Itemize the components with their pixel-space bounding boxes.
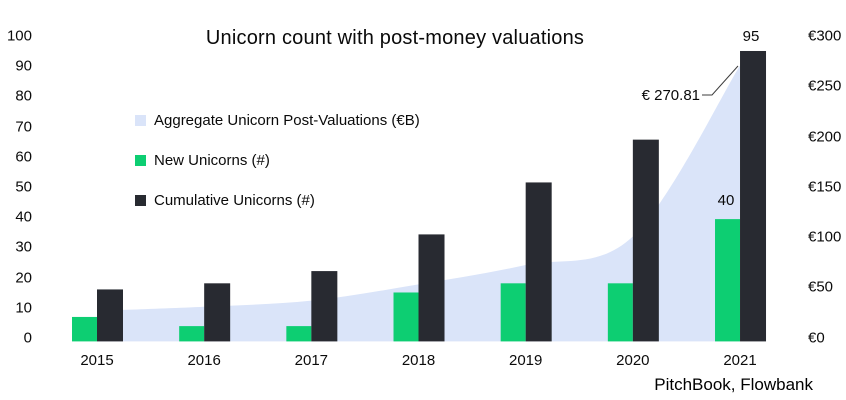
left-axis-tick-90: 90 xyxy=(15,57,32,75)
valuations-area-swatch-icon xyxy=(135,114,146,126)
x-axis-label-2021: 2021 xyxy=(723,352,757,369)
left-axis-tick-60: 60 xyxy=(15,148,32,166)
new-2021-value-label: 40 xyxy=(717,192,735,209)
cumulative-unicorns-bar-2015 xyxy=(97,289,123,342)
new-unicorns-bar-2019 xyxy=(500,283,526,342)
left-axis-tick-30: 30 xyxy=(15,238,32,256)
legend-item-valuations: Aggregate Unicorn Post-Valuations (€B) xyxy=(135,111,420,129)
new-unicorns-bar-2015 xyxy=(72,316,97,342)
right-axis-tick-50: €50 xyxy=(808,278,834,296)
cumulative-unicorns-bar-2018 xyxy=(418,234,445,342)
valuation-peak-annotation: € 270.81 xyxy=(641,87,700,104)
cumulative-unicorns-bar-2021 xyxy=(740,50,767,342)
cumulative-unicorns-bar-2019 xyxy=(525,182,552,342)
right-axis-tick-250: €250 xyxy=(808,77,842,95)
x-axis-label-2019: 2019 xyxy=(508,352,543,369)
new-unicorns-swatch-icon xyxy=(135,154,146,166)
left-axis-tick-10: 10 xyxy=(15,299,32,317)
legend-label-cumulative-unicorns: Cumulative Unicorns (#) xyxy=(154,191,315,209)
legend-item-new-unicorns: New Unicorns (#) xyxy=(135,151,420,169)
x-axis-label-2016: 2016 xyxy=(187,352,221,369)
legend-label-valuations: Aggregate Unicorn Post-Valuations (€B) xyxy=(154,111,420,129)
new-unicorns-bar-2020 xyxy=(607,283,633,342)
right-axis-tick-200: €200 xyxy=(808,128,842,145)
right-axis-tick-100: €100 xyxy=(808,228,842,246)
x-axis-label-2015: 2015 xyxy=(80,352,114,369)
cumulative-unicorns-bar-2020 xyxy=(632,139,659,342)
legend-label-new-unicorns: New Unicorns (#) xyxy=(154,151,270,169)
left-axis-tick-100: 100 xyxy=(6,27,32,45)
left-axis-tick-70: 70 xyxy=(15,118,32,136)
x-axis-label-2018: 2018 xyxy=(401,352,436,369)
cumulative-unicorns-bar-2016 xyxy=(204,283,231,342)
left-axis-tick-50: 50 xyxy=(15,178,32,196)
chart-title: Unicorn count with post-money valuations xyxy=(205,27,585,49)
x-axis-label-2017: 2017 xyxy=(294,352,329,369)
new-unicorns-bar-2017 xyxy=(286,326,312,342)
new-unicorns-bar-2018 xyxy=(393,292,419,342)
new-unicorns-bar-2021 xyxy=(715,219,741,342)
cumulative-unicorns-bar-2017 xyxy=(311,271,338,342)
source-credit: PitchBook, Flowbank xyxy=(654,375,813,394)
x-axis-label-2020: 2020 xyxy=(616,352,650,369)
left-axis-tick-80: 80 xyxy=(15,87,32,105)
legend: Aggregate Unicorn Post-Valuations (€B) N… xyxy=(135,112,420,232)
right-axis-tick-300: €300 xyxy=(808,27,842,45)
right-axis-tick-150: €150 xyxy=(808,178,842,196)
new-unicorns-bar-2016 xyxy=(179,326,205,342)
cumulative-2021-value-label: 95 xyxy=(742,28,760,45)
left-axis-tick-40: 40 xyxy=(15,208,32,226)
left-axis-tick-20: 20 xyxy=(15,269,32,287)
right-axis-tick-0: €0 xyxy=(808,329,825,346)
legend-item-cumulative-unicorns: Cumulative Unicorns (#) xyxy=(135,191,420,209)
annotation-leader-line xyxy=(702,65,739,96)
valuation-area xyxy=(97,65,741,342)
left-axis-tick-0: 0 xyxy=(23,329,32,347)
cumulative-unicorns-swatch-icon xyxy=(135,194,146,206)
